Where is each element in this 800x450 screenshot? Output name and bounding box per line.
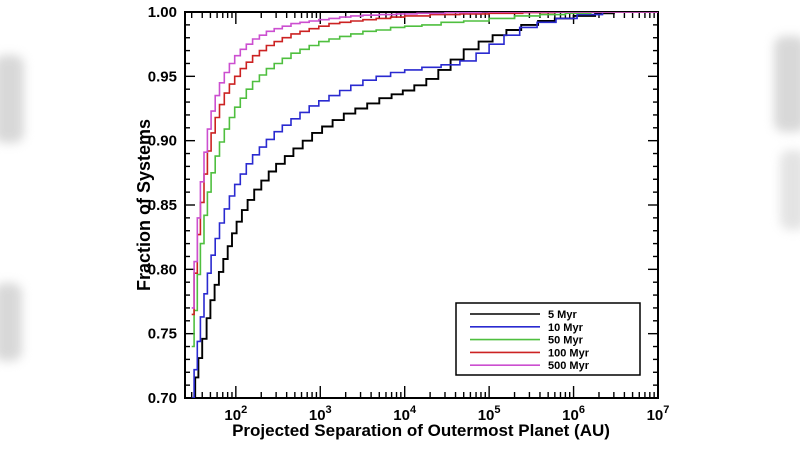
series-line-5-myr <box>191 12 658 398</box>
series-lines <box>191 12 658 398</box>
y-axis-title: Fraction of Systems <box>134 119 154 291</box>
y-tick-label: 0.90 <box>148 133 177 150</box>
legend-label: 50 Myr <box>548 335 584 347</box>
legend-entry: 100 Myr <box>470 347 590 359</box>
axes <box>184 11 659 399</box>
series-line-50-myr <box>191 12 658 348</box>
legend-entry: 5 Myr <box>470 309 577 321</box>
legend-label: 100 Myr <box>548 347 590 359</box>
y-tick-labels: 0.70 0.75 0.80 0.85 0.90 0.95 1.00 <box>148 4 177 407</box>
legend-label: 5 Myr <box>548 309 577 321</box>
legend-label: 500 Myr <box>548 360 590 372</box>
y-tick-label: 0.85 <box>148 197 177 214</box>
legend-entry: 10 Myr <box>470 322 584 334</box>
background-blur-blob <box>780 150 800 230</box>
legend-label: 10 Myr <box>548 322 584 334</box>
series-line-10-myr <box>191 12 658 398</box>
y-tick-label: 0.80 <box>148 261 177 278</box>
background-blur-blob <box>774 36 800 132</box>
background-blur-blob <box>0 283 22 361</box>
x-tick-label: 107 <box>647 404 670 424</box>
y-tick-label: 0.95 <box>148 68 177 85</box>
background-blur-blob <box>0 55 24 143</box>
series-line-500-myr <box>191 12 658 309</box>
x-axis-title: Projected Separation of Outermost Planet… <box>232 421 610 440</box>
legend-entry: 50 Myr <box>470 335 584 347</box>
y-tick-label: 0.75 <box>148 326 177 343</box>
y-tick-label: 1.00 <box>148 4 177 21</box>
legend-entry: 500 Myr <box>470 360 590 372</box>
y-tick-label: 0.70 <box>148 390 177 407</box>
series-line-100-myr <box>191 12 658 316</box>
